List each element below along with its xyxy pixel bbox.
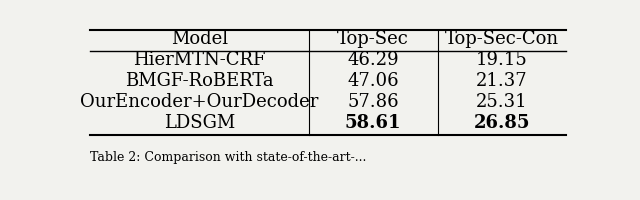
Text: 19.15: 19.15 bbox=[476, 51, 527, 69]
Text: 21.37: 21.37 bbox=[476, 72, 527, 90]
Text: Top-Sec: Top-Sec bbox=[337, 30, 409, 48]
Text: BMGF-RoBERTa: BMGF-RoBERTa bbox=[125, 72, 274, 90]
Text: LDSGM: LDSGM bbox=[164, 114, 235, 132]
Text: 47.06: 47.06 bbox=[348, 72, 399, 90]
Text: 25.31: 25.31 bbox=[476, 93, 527, 111]
Text: 57.86: 57.86 bbox=[348, 93, 399, 111]
Text: HierMTN-CRF: HierMTN-CRF bbox=[133, 51, 266, 69]
Text: 58.61: 58.61 bbox=[345, 114, 401, 132]
Text: 26.85: 26.85 bbox=[474, 114, 530, 132]
Text: 46.29: 46.29 bbox=[348, 51, 399, 69]
Text: OurEncoder+OurDecoder: OurEncoder+OurDecoder bbox=[80, 93, 319, 111]
Text: Model: Model bbox=[171, 30, 228, 48]
Text: Top-Sec-Con: Top-Sec-Con bbox=[445, 30, 559, 48]
Text: Table 2: Comparison with state-of-the-art-...: Table 2: Comparison with state-of-the-ar… bbox=[90, 151, 366, 164]
